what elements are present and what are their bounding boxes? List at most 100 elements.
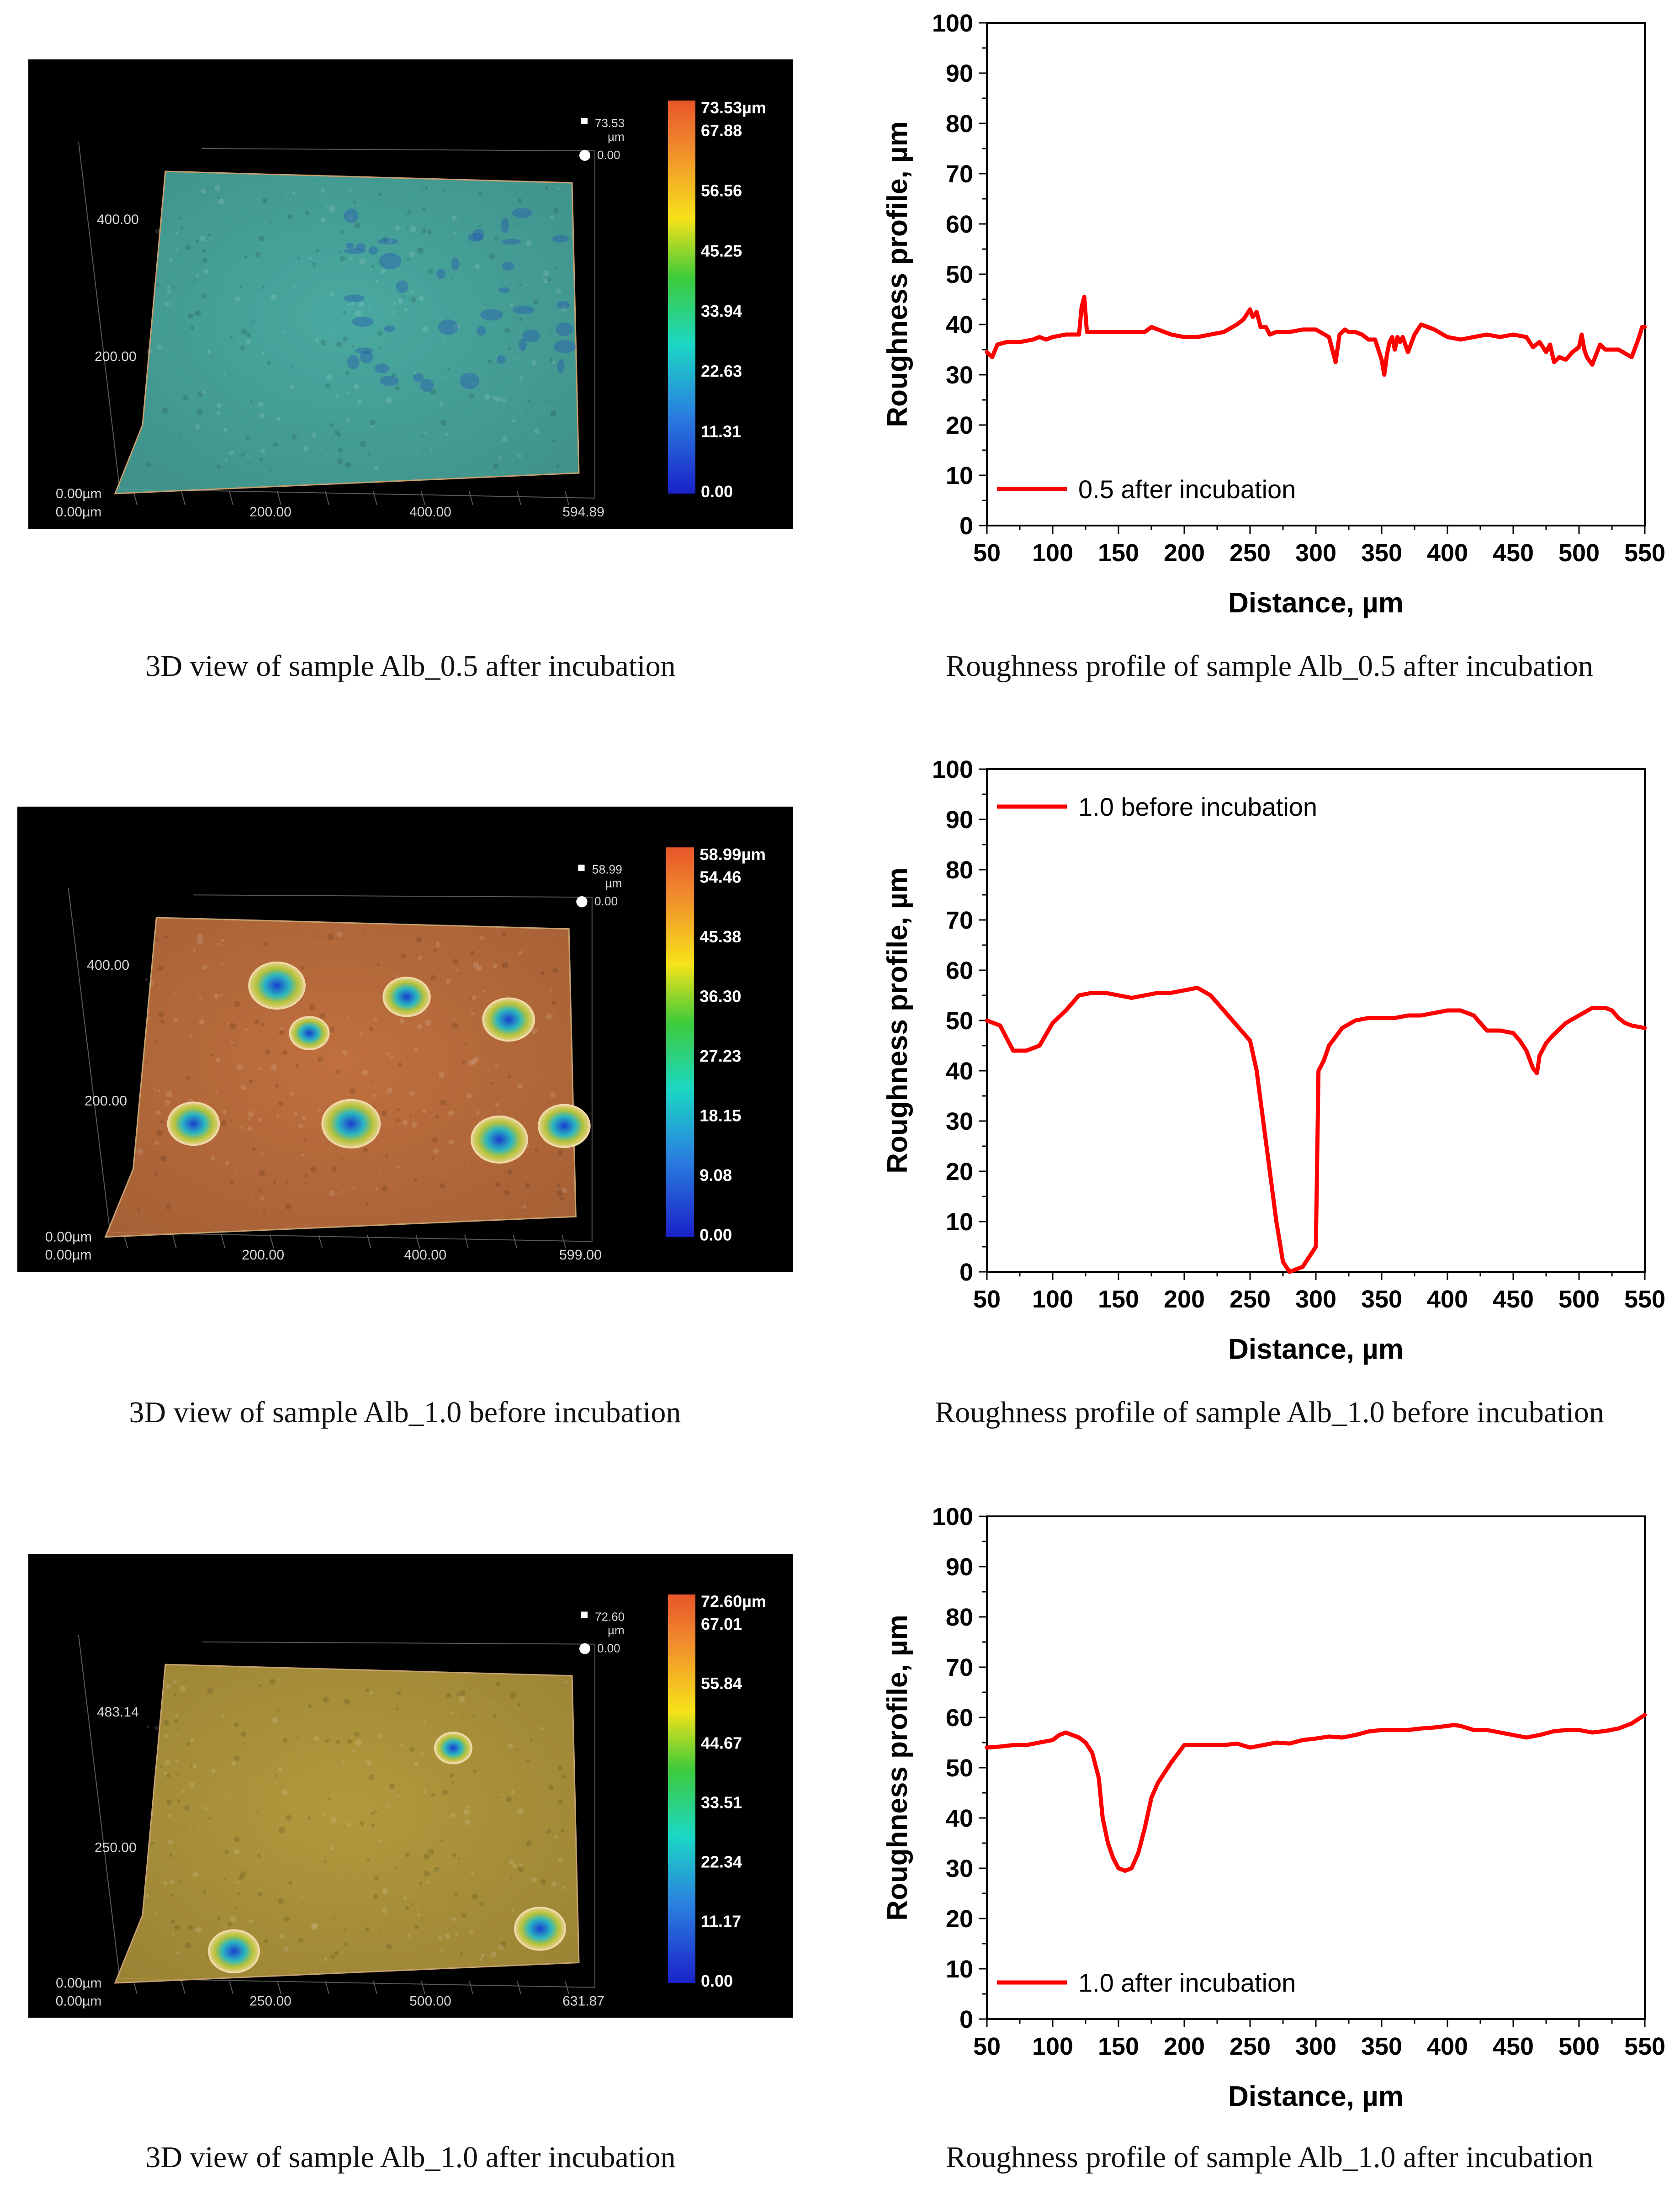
x-tick-label: 50	[973, 2033, 1001, 2060]
colorbar-label: 0.00	[700, 1226, 732, 1244]
y-tick-label: 0.00µm	[45, 1229, 92, 1245]
surface-valley	[472, 229, 484, 241]
surface-valley	[451, 257, 460, 271]
colorbar-label: 72.60µm	[701, 1592, 766, 1611]
z-min-label: 0.00	[594, 894, 618, 908]
x-tick-label: 400	[1427, 1286, 1468, 1313]
figure-caption: 3D view of sample Alb_0.5 after incubati…	[145, 649, 676, 683]
y-tick-label: 10	[946, 462, 973, 489]
colorbar-label: 58.99µm	[700, 845, 766, 864]
surface-texture	[137, 931, 591, 1212]
minor-ticks	[979, 22, 1646, 534]
surface-valley	[355, 243, 366, 251]
z-max-label: 72.60	[595, 1610, 625, 1623]
z-unit-label: µm	[605, 876, 622, 890]
z-min-label: 0.00	[597, 148, 620, 162]
surface-valley	[347, 355, 360, 369]
x-tick-label: 594.89	[562, 505, 604, 520]
legend-label: 1.0 after incubation	[1078, 1968, 1296, 1997]
y-tick-label: 400.00	[97, 212, 139, 227]
x-tick-label: 350	[1361, 2033, 1402, 2060]
surface-valley	[355, 347, 374, 354]
surface-valley	[512, 208, 532, 218]
y-tick-label: 50	[946, 1007, 973, 1035]
surface-valley	[501, 218, 509, 233]
surface-pit	[248, 961, 306, 1010]
surface-valley	[352, 316, 374, 327]
surface-valley	[378, 253, 402, 269]
y-tick-label: 70	[946, 907, 973, 934]
figure-caption: Roughness profile of sample Alb_1.0 afte…	[946, 2141, 1593, 2174]
surface-valley	[436, 268, 446, 279]
x-tick-label: 631.87	[562, 1993, 604, 2009]
x-tick-label: 200.00	[249, 505, 291, 520]
roughness-chart: 0 10 20 30 40 50 60 70 80 90 100 50 100 150 200 250 300 3…	[859, 746, 1680, 1395]
x-tick-label: 450	[1493, 1286, 1534, 1313]
x-tick-label: 400	[1427, 2033, 1468, 2060]
x-tick-label: 550	[1624, 1286, 1665, 1313]
y-tick-label: 100	[932, 10, 973, 37]
x-tick-label: 500	[1558, 2033, 1600, 2060]
surface-valley	[502, 239, 521, 245]
x-tick-label: 0.00µm	[56, 505, 102, 520]
surface-pit	[514, 1907, 566, 1951]
colorbar-label: 67.01	[701, 1615, 742, 1633]
surface-valley	[496, 355, 506, 364]
z-min-label: 0.00	[597, 1641, 620, 1655]
z-max-marker	[581, 118, 588, 124]
surface-valley	[413, 373, 424, 382]
surface-valley	[553, 340, 576, 353]
colorbar-label: 55.84	[701, 1674, 742, 1693]
colorbar	[668, 1594, 695, 1983]
x-tick-label: 50	[973, 539, 1001, 567]
y-axis-label: Roughness profile, µm	[882, 867, 913, 1174]
figure-caption: Roughness profile of sample Alb_1.0 befo…	[935, 1396, 1604, 1429]
z-min-marker	[579, 1643, 590, 1654]
surface-pit	[471, 1116, 528, 1164]
surface-valley	[556, 301, 570, 309]
x-tick-label: 0.00µm	[45, 1247, 92, 1263]
surface-valley	[522, 329, 540, 342]
surface-valley	[344, 248, 366, 254]
colorbar-label: 0.00	[701, 1972, 733, 1990]
roughness-chart: 0 10 20 30 40 50 60 70 80 90 100 50 100 150 200 250 300 3…	[859, 0, 1680, 649]
x-tick-label: 450	[1493, 539, 1534, 567]
y-axis-label: Roughness profile, µm	[882, 1615, 913, 1921]
y-tick-label: 50	[946, 1754, 973, 1782]
y-tick-label: 30	[946, 1108, 973, 1135]
surface-valley	[438, 319, 458, 335]
surface-pit	[482, 997, 535, 1042]
series-line	[985, 295, 1647, 377]
colorbar-label: 67.88	[701, 121, 742, 140]
surface-pit	[434, 1732, 472, 1765]
z-max-marker	[578, 864, 585, 872]
y-tick-label: 50	[946, 261, 973, 288]
x-tick-label: 100	[1032, 1286, 1073, 1313]
legend-label: 0.5 after incubation	[1078, 475, 1296, 504]
colorbar-label: 22.63	[701, 362, 742, 381]
surface-valley	[557, 359, 565, 374]
y-tick-label: 80	[946, 856, 973, 884]
x-tick-label: 50	[973, 1286, 1001, 1313]
z-max-marker	[581, 1611, 588, 1618]
y-tick-label: 0	[959, 2006, 973, 2033]
x-tick-label: 200	[1164, 1286, 1205, 1313]
surface-pit	[167, 1101, 220, 1146]
series-line	[985, 1713, 1647, 1873]
surface-pit	[538, 1104, 591, 1148]
y-tick-label: 40	[946, 1058, 973, 1085]
x-tick-label: 250	[1230, 2033, 1271, 2060]
x-tick-label: 500	[1558, 1286, 1600, 1313]
y-tick-label: 30	[946, 361, 973, 389]
colorbar-label: 18.15	[700, 1106, 741, 1125]
y-tick-label: 60	[946, 957, 973, 984]
surface-valley	[360, 351, 373, 363]
minor-ticks	[979, 1515, 1646, 2027]
x-tick-label: 150	[1098, 2033, 1139, 2060]
roughness-chart: 0 10 20 30 40 50 60 70 80 90 100 50 100 150 200 250 300 3…	[859, 1493, 1680, 2142]
legend-label: 1.0 before incubation	[1078, 792, 1317, 821]
y-axis-label: Roughness profile, µm	[882, 121, 913, 427]
x-tick-label: 350	[1361, 539, 1402, 567]
x-tick-label: 250.00	[249, 1993, 291, 2009]
roughness-chart-svg: 0 10 20 30 40 50 60 70 80 90 100 50 100 150 200 250 300 3…	[882, 10, 1665, 619]
